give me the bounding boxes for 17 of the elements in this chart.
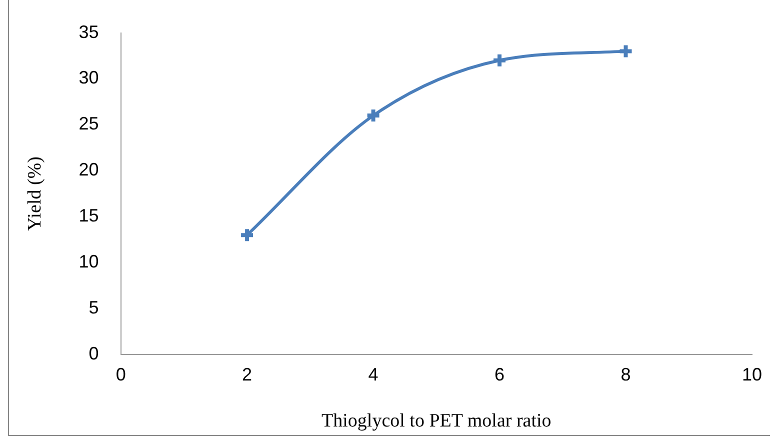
- x-tick-label: 4: [368, 364, 378, 384]
- y-tick-label: 35: [78, 22, 99, 42]
- x-tick-label: 8: [620, 364, 631, 384]
- y-tick-label: 15: [78, 206, 99, 226]
- y-tick-label: 10: [78, 252, 99, 272]
- x-tick-label: 10: [742, 364, 762, 384]
- y-tick-label: 25: [78, 114, 99, 134]
- y-tick-label: 30: [78, 68, 99, 88]
- y-tick-label: 20: [78, 160, 99, 180]
- y-axis-title: Yield (%): [24, 156, 46, 231]
- y-tick-label: 5: [88, 298, 99, 318]
- x-axis-title: Thioglycol to PET molar ratio: [322, 410, 552, 432]
- y-tick-label: 0: [88, 344, 99, 364]
- x-tick-label: 2: [242, 364, 252, 384]
- x-tick-label: 6: [494, 364, 505, 384]
- point: [492, 52, 508, 68]
- x-tick-label: 0: [116, 364, 126, 384]
